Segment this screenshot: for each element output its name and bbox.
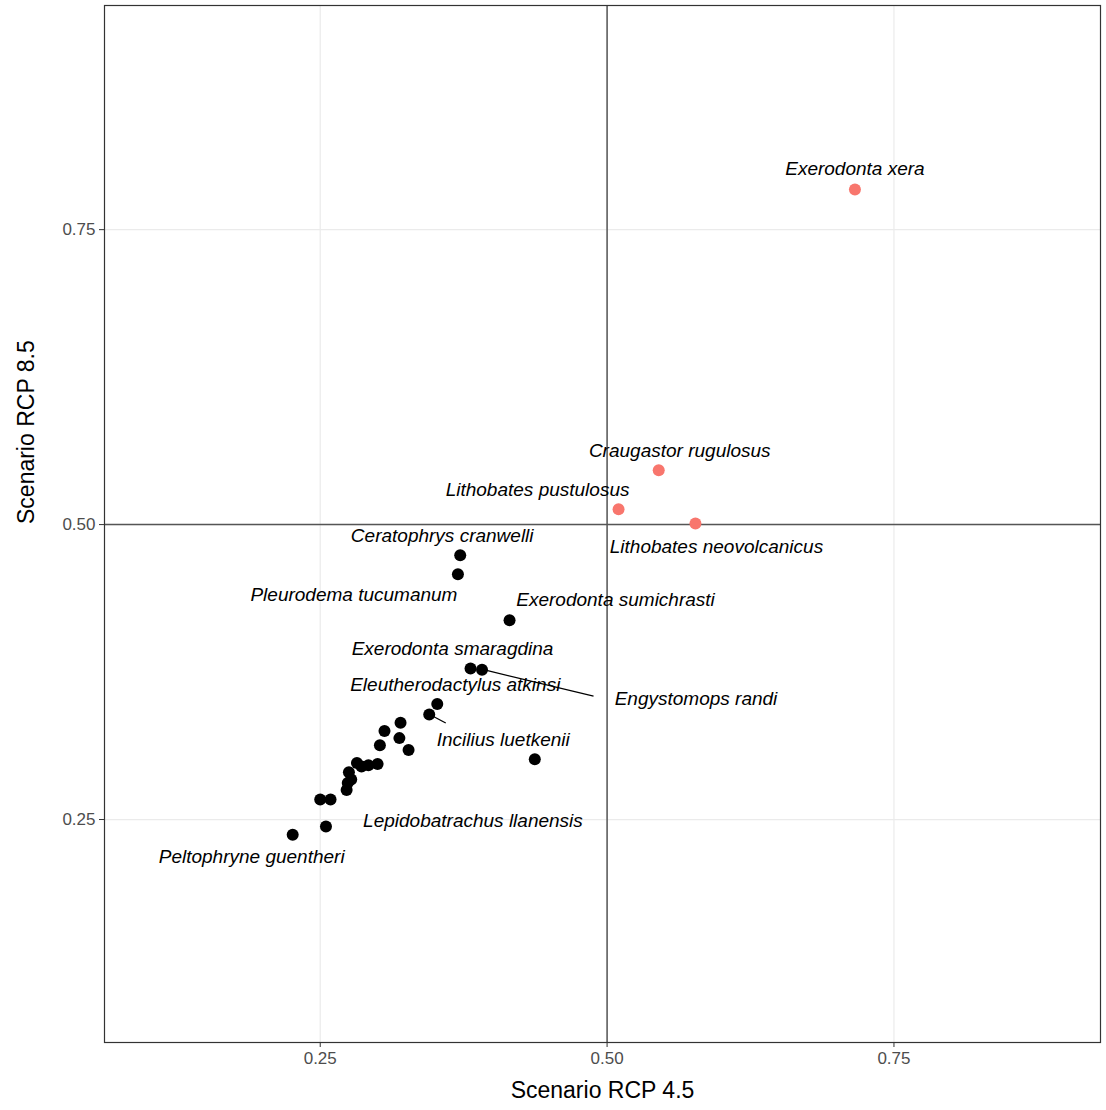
svg-text:Lithobates neovolcanicus: Lithobates neovolcanicus — [610, 535, 824, 556]
svg-text:Lithobates pustulosus: Lithobates pustulosus — [446, 479, 630, 500]
svg-text:Peltophryne guentheri: Peltophryne guentheri — [159, 846, 346, 867]
svg-text:Exerodonta smaragdina: Exerodonta smaragdina — [352, 638, 554, 659]
svg-text:Scenario RCP 4.5: Scenario RCP 4.5 — [511, 1077, 695, 1103]
svg-text:0.25: 0.25 — [304, 1049, 337, 1068]
svg-text:0.25: 0.25 — [62, 810, 95, 829]
svg-text:Craugastor rugulosus: Craugastor rugulosus — [589, 440, 771, 461]
svg-text:Incilius luetkenii: Incilius luetkenii — [437, 729, 571, 750]
svg-text:Pleurodema tucumanum: Pleurodema tucumanum — [250, 584, 457, 605]
svg-text:Scenario RCP 8.5: Scenario RCP 8.5 — [13, 340, 39, 524]
svg-text:0.75: 0.75 — [62, 220, 95, 239]
svg-text:Engystomops randi: Engystomops randi — [615, 688, 778, 709]
svg-text:Lepidobatrachus llanensis: Lepidobatrachus llanensis — [363, 810, 583, 831]
svg-text:0.75: 0.75 — [877, 1049, 910, 1068]
svg-text:0.50: 0.50 — [62, 515, 95, 534]
svg-text:Eleutherodactylus atkinsi: Eleutherodactylus atkinsi — [350, 674, 561, 695]
svg-text:0.50: 0.50 — [591, 1049, 624, 1068]
svg-text:Ceratophrys cranwelli: Ceratophrys cranwelli — [351, 525, 534, 546]
svg-text:Exerodonta xera: Exerodonta xera — [785, 158, 924, 179]
svg-text:Exerodonta sumichrasti: Exerodonta sumichrasti — [516, 589, 715, 610]
